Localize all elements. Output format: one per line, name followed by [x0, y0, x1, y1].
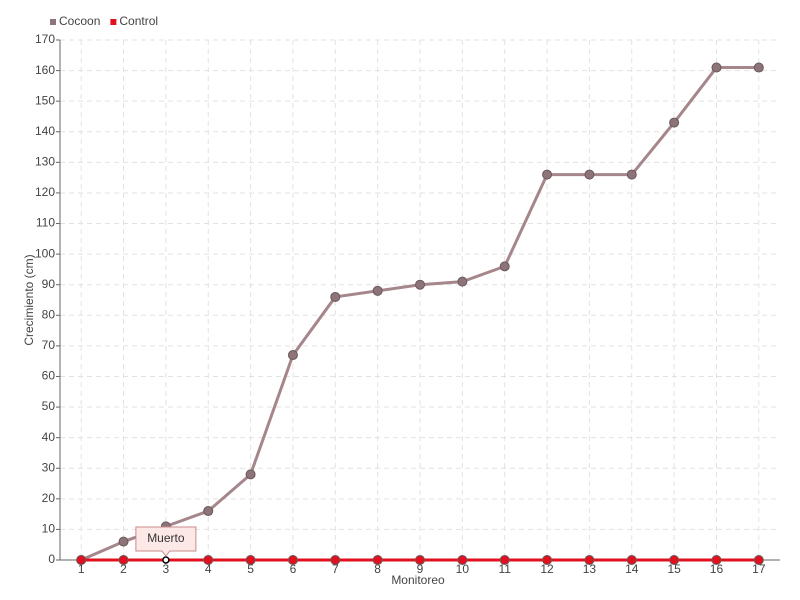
- data-point: [203, 555, 214, 565]
- data-point: [330, 555, 341, 565]
- data-point: [118, 555, 129, 565]
- data-point: [287, 555, 298, 565]
- x-tick-label: 8: [374, 562, 381, 576]
- data-point: [753, 555, 764, 565]
- y-tick-label: 170: [35, 32, 55, 46]
- x-tick-label: 9: [417, 562, 424, 576]
- data-point: [584, 169, 595, 180]
- x-tick-label: 6: [290, 562, 297, 576]
- x-tick-label: 11: [498, 562, 511, 576]
- data-point: [499, 261, 510, 272]
- data-point: [626, 555, 637, 565]
- tooltip-box: [135, 526, 197, 557]
- data-point: [76, 555, 87, 565]
- data-point: [626, 169, 637, 180]
- data-point: [753, 62, 764, 73]
- data-point: [584, 555, 595, 565]
- x-tick-label: 1: [78, 562, 85, 576]
- x-tick-label: 12: [540, 562, 554, 576]
- data-point: [118, 536, 129, 547]
- data-point: [330, 291, 341, 302]
- x-axis-label: Monitoreo: [391, 573, 445, 587]
- data-point: [372, 555, 383, 565]
- y-tick-label: 60: [42, 369, 56, 383]
- x-tick-label: 13: [583, 562, 597, 576]
- y-tick-label: 50: [42, 399, 56, 413]
- data-point: [669, 555, 680, 565]
- legend-label: Control: [119, 14, 158, 28]
- x-tick-label: 4: [205, 562, 212, 576]
- x-tick-label: 5: [247, 562, 254, 576]
- data-point: [245, 555, 256, 565]
- data-point: [542, 169, 553, 180]
- y-tick-label: 0: [48, 552, 55, 566]
- data-point: [245, 469, 256, 480]
- y-tick-label: 40: [42, 430, 56, 444]
- data-point: [711, 62, 722, 73]
- x-tick-label: 15: [667, 562, 681, 576]
- y-tick-label: 20: [42, 491, 56, 505]
- legend-swatch: [110, 19, 117, 25]
- data-point: [499, 555, 510, 565]
- y-tick-label: 30: [42, 460, 56, 474]
- x-tick-label: 3: [163, 562, 170, 576]
- data-point: [203, 506, 214, 517]
- data-point: [162, 556, 170, 564]
- x-tick-label: 10: [456, 562, 470, 576]
- tooltip: Muerto: [135, 526, 197, 557]
- y-tick-label: 10: [42, 522, 56, 536]
- y-axis-label: Crecimiento (cm): [22, 254, 36, 345]
- data-point: [457, 276, 468, 287]
- data-point: [287, 350, 298, 361]
- data-point: [457, 555, 468, 565]
- legend-label: Cocoon: [59, 14, 100, 28]
- tooltip-text: Muerto: [147, 531, 185, 545]
- data-point: [711, 555, 722, 565]
- data-point: [372, 285, 383, 296]
- y-tick-label: 160: [35, 63, 55, 77]
- x-tick-label: 2: [120, 562, 127, 576]
- y-tick-label: 110: [36, 216, 55, 230]
- y-tick-label: 90: [42, 277, 56, 291]
- y-tick-label: 150: [35, 93, 55, 107]
- data-point: [542, 555, 553, 565]
- x-tick-label: 7: [332, 562, 339, 576]
- y-tick-label: 130: [35, 155, 55, 169]
- y-tick-label: 100: [35, 246, 55, 260]
- y-tick-label: 70: [42, 338, 56, 352]
- data-point: [415, 555, 425, 565]
- y-tick-label: 80: [42, 307, 56, 321]
- legend-swatch: [50, 19, 56, 25]
- x-tick-label: 14: [625, 562, 639, 576]
- x-tick-label: 17: [752, 562, 766, 576]
- y-tick-label: 140: [35, 124, 55, 138]
- data-point: [415, 279, 425, 290]
- y-tick-label: 120: [35, 185, 55, 199]
- x-tick-label: 16: [710, 562, 724, 576]
- data-point: [669, 117, 680, 128]
